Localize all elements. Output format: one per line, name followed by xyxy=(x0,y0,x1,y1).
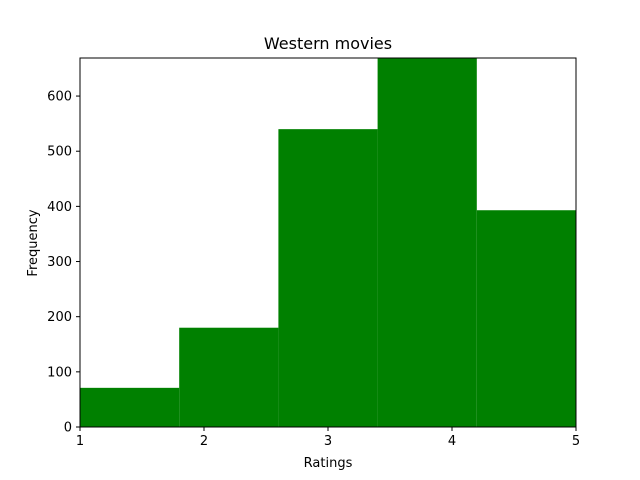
y-tick-label: 500 xyxy=(47,145,72,160)
histogram-bar-5 xyxy=(476,210,576,427)
y-axis: 0 100 200 300 400 500 600 xyxy=(47,90,80,436)
x-tick-label: 4 xyxy=(448,434,456,449)
y-tick-label: 200 xyxy=(47,310,72,325)
histogram-bar-1 xyxy=(80,387,180,427)
y-tick-label: 100 xyxy=(47,365,72,380)
y-tick-label: 400 xyxy=(47,200,72,215)
histogram-bar-2 xyxy=(179,327,279,427)
y-tick-label: 0 xyxy=(64,421,72,436)
x-axis-label: Ratings xyxy=(304,456,353,471)
chart-title: Western movies xyxy=(264,34,392,53)
x-tick-label: 5 xyxy=(572,434,580,449)
histogram-bar-3 xyxy=(278,129,378,427)
y-axis-label: Frequency xyxy=(26,209,41,276)
x-axis: 1 2 3 4 5 xyxy=(76,427,580,449)
x-tick-label: 3 xyxy=(324,434,332,449)
bars-group xyxy=(80,58,576,427)
histogram-bar-4 xyxy=(377,58,477,427)
y-tick-label: 600 xyxy=(47,90,72,105)
y-tick-label: 300 xyxy=(47,255,72,270)
x-tick-label: 2 xyxy=(200,434,208,449)
x-tick-label: 1 xyxy=(76,434,84,449)
